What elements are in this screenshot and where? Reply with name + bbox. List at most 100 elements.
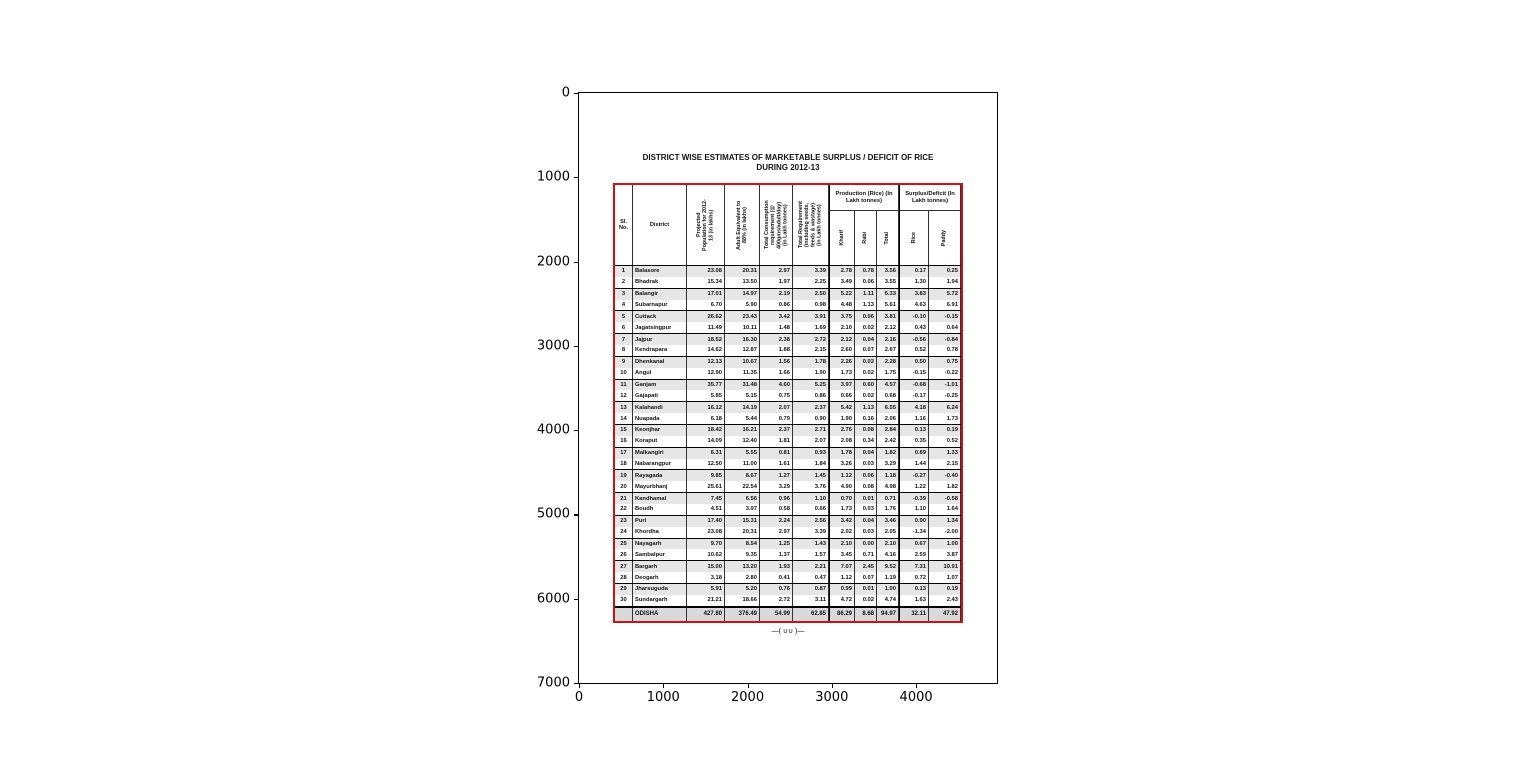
y-tick-label: 4000 (536, 422, 570, 438)
value-cell: 3.83 (899, 288, 929, 300)
district-cell: Ganjam (633, 379, 687, 391)
y-tick (574, 598, 578, 600)
value-cell: 19 (615, 470, 633, 482)
value-cell: 0.90 (899, 515, 929, 527)
value-cell: 2.12 (829, 334, 855, 346)
value-cell: 6.56 (725, 493, 760, 505)
value-cell: 1.00 (929, 538, 961, 550)
rice-table: Sl. No. District Projected Population for … (613, 183, 963, 623)
district-cell: Mayurbhanj (633, 481, 687, 493)
value-cell: -0.56 (899, 334, 929, 346)
value-cell: 2.72 (793, 334, 829, 346)
plot-area: 0 1000 2000 3000 4000 0 1000 2000 3000 4000 5000 6… (537, 86, 998, 705)
value-cell: 12.13 (687, 356, 725, 368)
value-cell: 1.19 (877, 572, 899, 584)
value-cell: 0.01 (855, 584, 877, 595)
value-cell: 14.62 (687, 345, 725, 356)
y-tick-label: 2000 (536, 254, 570, 270)
value-cell: 0.02 (855, 367, 877, 379)
table-row: 30 Sundargarh 21.21 18.66 2.72 3.11 4.72 0.02 4.… (615, 594, 961, 607)
district-cell: Angul (633, 367, 687, 379)
value-cell: 3.75 (829, 311, 855, 323)
table-row: 5 Cuttack 26.62 23.43 3.42 3.91 3.75 0.06 3.81 -0… (615, 311, 961, 323)
value-cell: 22.54 (725, 481, 760, 493)
table-row: 28 Deogarh 3.18 2.80 0.41 0.47 1.12 0.07 1.19 0.7… (615, 572, 961, 585)
district-cell: Balangir (633, 288, 687, 300)
value-cell: 1.75 (877, 367, 899, 379)
page-footer-mark: —( ∪∪ )— (771, 628, 805, 635)
value-cell: 31.48 (725, 379, 760, 391)
value-cell: 6.18 (687, 413, 725, 425)
value-cell: 4.98 (877, 481, 899, 493)
value-cell: 0.16 (855, 413, 877, 425)
value-cell: 25 (615, 538, 633, 550)
value-cell: 6.55 (877, 402, 899, 414)
table-row: 16 Koraput 14.09 12.40 1.81 2.07 2.08 0.34 2.42 0… (615, 435, 961, 448)
value-cell: 0.89 (899, 447, 929, 459)
value-cell: 8 (615, 345, 633, 356)
value-cell: -0.25 (929, 390, 961, 402)
document-title-line2: DURING 2012-13 (756, 163, 820, 173)
value-cell: 0.02 (855, 322, 877, 334)
value-cell: 376.49 (725, 607, 760, 621)
value-cell: 5.44 (725, 413, 760, 425)
value-cell: 5 (615, 311, 633, 323)
value-cell: 1.10 (899, 504, 929, 515)
value-cell: -0.17 (899, 390, 929, 402)
value-cell: 1.64 (929, 504, 961, 515)
value-cell: 18.42 (687, 425, 725, 436)
y-tick (574, 345, 578, 348)
value-cell: 0.06 (855, 276, 877, 288)
value-cell: 0.86 (760, 299, 793, 311)
district-cell: Jharsuguda (633, 584, 687, 595)
value-cell: 2.10 (877, 538, 899, 550)
table-row: 25 Nayagarh 9.70 8.54 1.25 1.43 2.10 0.00 2.10 0.… (615, 538, 961, 550)
value-cell: 1.84 (793, 458, 829, 470)
value-cell: 12 (615, 390, 633, 402)
value-cell: 0.41 (760, 572, 793, 584)
x-tick (831, 684, 833, 688)
value-cell: 2.24 (760, 515, 793, 527)
value-cell (615, 607, 633, 621)
y-tick (574, 430, 578, 432)
value-cell: 2.97 (760, 526, 793, 538)
value-cell: 0.04 (855, 515, 877, 527)
value-cell: 35.77 (687, 379, 725, 391)
value-cell: 10.67 (725, 356, 760, 368)
value-cell: 0.01 (855, 493, 877, 505)
value-cell: 3.42 (829, 515, 855, 527)
header-cell-0: Sl. No. (615, 185, 633, 265)
value-cell: 1.07 (929, 572, 961, 584)
value-cell: 1.81 (760, 435, 793, 447)
value-cell: 15.00 (687, 561, 725, 573)
table-row: 8 Kendrapara 14.62 12.87 1.88 2.15 2.60 0.07 2.6… (615, 345, 961, 357)
value-cell: 14.97 (725, 288, 760, 300)
value-cell: 3.39 (793, 266, 829, 277)
value-cell: 2.76 (829, 425, 855, 436)
value-cell: 2.25 (793, 276, 829, 288)
value-cell: 1.97 (760, 276, 793, 288)
table-row: 11 Ganjam 35.77 31.48 4.60 5.25 3.97 0.60 4.57 -0… (615, 379, 961, 391)
value-cell: 14 (615, 413, 633, 425)
value-cell: 2.38 (760, 334, 793, 346)
value-cell: 23.08 (687, 266, 725, 277)
value-cell: 12.90 (687, 367, 725, 379)
table-row: 15 Keonjhar 18.42 16.21 2.37 2.71 2.76 0.08 2.84… (615, 425, 961, 436)
header-cell-2: Projected Population for 2012-13 (in lak… (687, 185, 725, 265)
value-cell: 11.49 (687, 322, 725, 334)
table-row: 17 Malkangiri 6.31 5.55 0.81 0.93 1.78 0.04 1.82… (615, 447, 961, 459)
value-cell: 11 (615, 379, 633, 391)
value-cell: 2.67 (877, 345, 899, 356)
value-cell: 2.80 (725, 572, 760, 584)
value-cell: 20 (615, 481, 633, 493)
value-cell: 10.62 (687, 549, 725, 561)
value-cell: 1.12 (829, 470, 855, 482)
value-cell: 0.03 (855, 458, 877, 470)
x-tick-label: 2000 (731, 690, 765, 705)
table-row: 29 Jharsuguda 5.91 5.20 0.76 0.87 0.99 0.01 1.00… (615, 584, 961, 595)
value-cell: 0.76 (760, 584, 793, 595)
district-cell: Khordha (633, 526, 687, 538)
table-row: 3 Balangir 17.01 14.97 2.19 2.50 5.22 1.11 6.33 3… (615, 288, 961, 300)
header-cell-9: Rice (899, 211, 929, 265)
table-row: 7 Jajpur 18.52 16.30 2.38 2.72 2.12 0.04 2.16 -0.… (615, 334, 961, 346)
